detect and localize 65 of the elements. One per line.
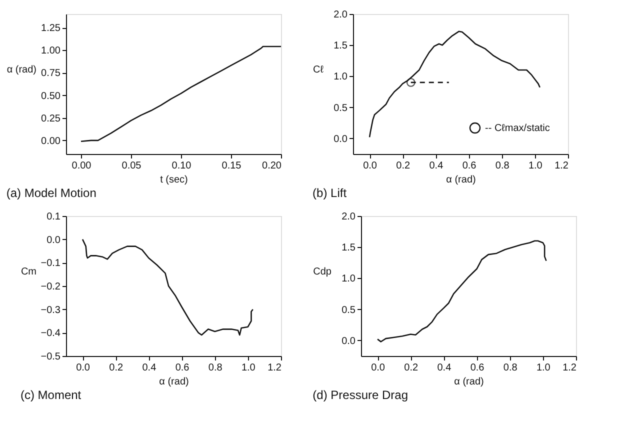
x-tick-label: 0.05 — [122, 160, 142, 172]
y-tick-label: 1.5 — [342, 242, 356, 254]
x-tick-label: 0.10 — [172, 160, 192, 172]
x-tick-label: 0.6 — [462, 160, 477, 172]
y-tick-label: 0.0 — [46, 234, 61, 246]
y-tick-label: 0.25 — [41, 113, 61, 124]
x-tick-label: 0.4 — [142, 362, 157, 374]
x-tick-label: 0.8 — [495, 160, 510, 172]
y-tick-label: 0.75 — [41, 68, 61, 80]
y-axis-title: Cm — [20, 266, 36, 278]
text: (c) Moment — [20, 388, 82, 402]
y-tick-label: 1.0 — [342, 274, 356, 285]
y-tick-label: −0.5 — [40, 352, 61, 362]
y-tick-label: −0.2 — [40, 282, 61, 292]
x-tick-label: 1.2 — [562, 362, 577, 374]
y-tick-label: 0.1 — [46, 212, 61, 222]
line-series — [80, 46, 281, 142]
x-tick-label: 1.0 — [241, 362, 256, 374]
x-tick-label: 0.0 — [363, 160, 378, 172]
x-tick-label: 0.15 — [222, 160, 242, 172]
y-tick-label: 2.0 — [342, 212, 356, 222]
line-series — [376, 240, 547, 342]
x-tick-label: 0.0 — [371, 362, 386, 374]
x-tick-label: 0.4 — [429, 160, 444, 172]
x-tick-label: 0.4 — [437, 362, 452, 374]
x-axis-title: α (rad) — [454, 376, 484, 388]
y-tick-label: 0.0 — [342, 336, 356, 347]
x-tick-label: 0.2 — [396, 160, 410, 172]
x-tick-label: 0.0 — [76, 362, 90, 374]
x-tick-label: 0.20 — [262, 160, 282, 172]
text: (d) Pressure Drag — [312, 388, 408, 402]
x-tick-label: 0.6 — [470, 362, 485, 374]
text: (b) Lift — [312, 186, 348, 200]
y-tick-label: −0.4 — [40, 328, 61, 340]
y-tick-label: 1.25 — [41, 23, 61, 34]
y-tick-label: 0.5 — [334, 102, 348, 114]
y-tick-label: 0.0 — [334, 134, 348, 145]
text: (a) Model Motion — [6, 186, 96, 200]
x-tick-label: 0.2 — [404, 362, 418, 374]
y-tick-label: 2.0 — [334, 10, 348, 20]
x-tick-label: 0.8 — [208, 362, 223, 374]
y-tick-label: 0.00 — [41, 136, 61, 147]
y-axis-title: Cℓ — [313, 64, 324, 76]
y-tick-label: 1.5 — [334, 40, 348, 52]
x-tick-label: 0.8 — [503, 362, 518, 374]
x-tick-label: 1.2 — [268, 362, 282, 374]
line-series — [82, 238, 254, 336]
legend-label: -- Cℓmax/static — [485, 123, 550, 134]
y-tick-label: 1.0 — [334, 72, 348, 83]
y-tick-label: 0.5 — [342, 304, 356, 316]
x-tick-label: 0.6 — [175, 362, 190, 374]
x-tick-label: 1.2 — [554, 160, 569, 172]
x-tick-label: 0.2 — [109, 362, 124, 374]
x-tick-label: 0.00 — [72, 160, 92, 172]
x-axis-title: α (rad) — [159, 376, 189, 388]
y-axis-title: α (rad) — [6, 64, 36, 76]
y-axis-title: Cdp — [313, 266, 332, 278]
x-axis-title: t (sec) — [160, 174, 188, 186]
y-tick-label: 0.50 — [41, 90, 61, 102]
y-tick-label: −0.1 — [40, 258, 61, 270]
y-tick-label: 1.00 — [41, 46, 61, 57]
y-tick-label: −0.3 — [40, 304, 61, 316]
x-tick-label: 1.0 — [536, 362, 551, 374]
x-tick-label: 1.0 — [528, 160, 543, 172]
x-axis-title: α (rad) — [446, 174, 476, 186]
